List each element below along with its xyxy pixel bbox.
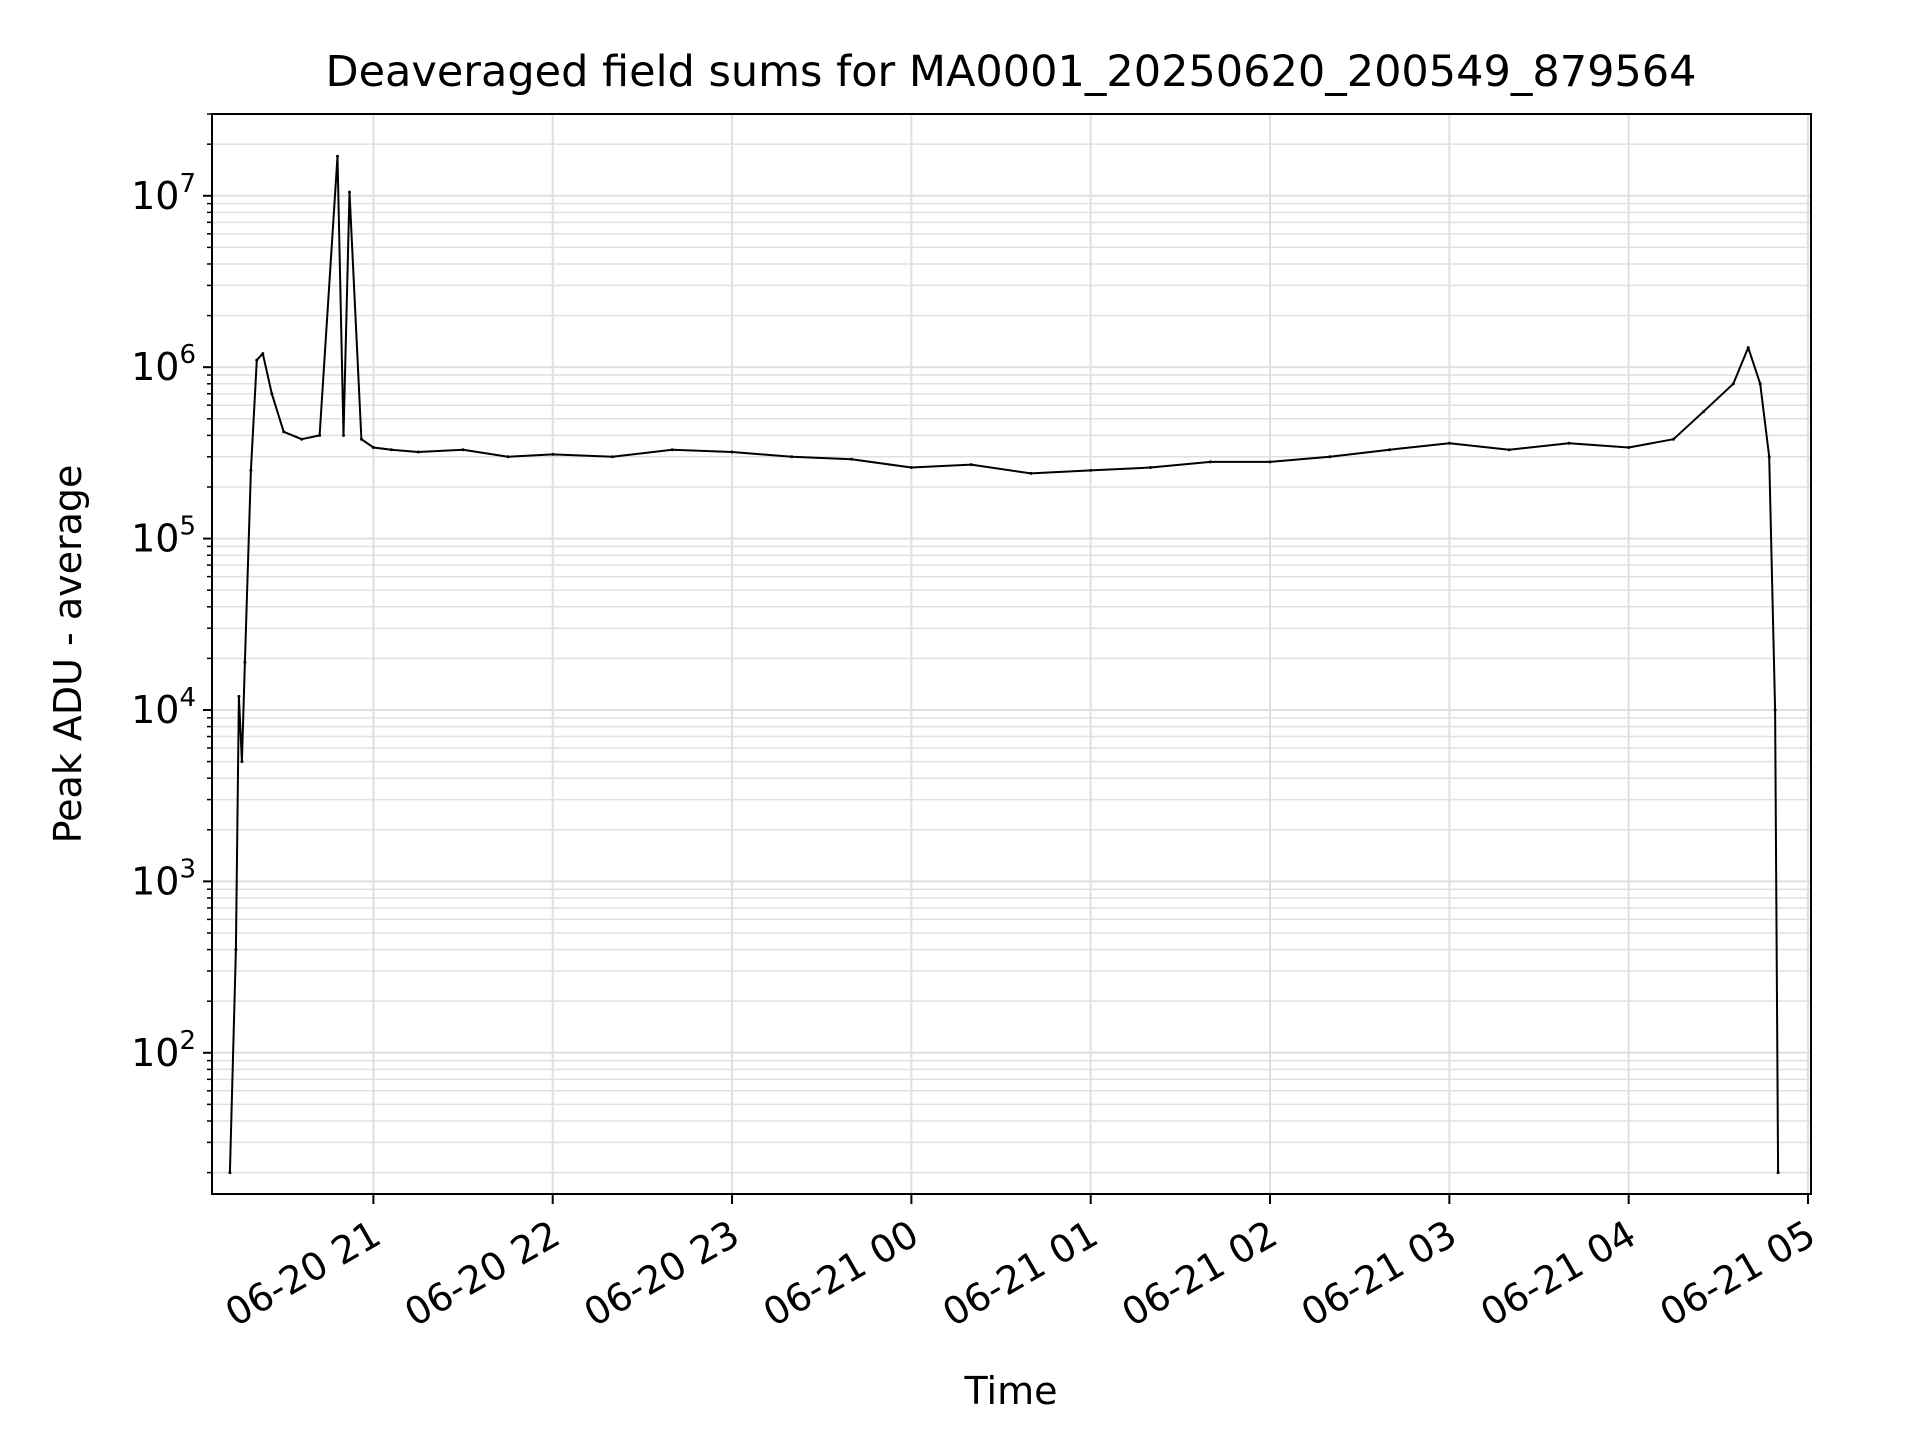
series-point: [261, 352, 265, 356]
series-point: [282, 430, 286, 434]
series-point: [318, 433, 322, 437]
series-point: [611, 455, 614, 459]
series-point: [270, 392, 274, 396]
series-point: [1767, 455, 1771, 459]
series-point: [342, 433, 345, 437]
y-tick-exponent: 6: [179, 340, 196, 370]
plot-frame: [211, 113, 1812, 1195]
series-point: [969, 463, 973, 467]
y-tick-base: 10: [131, 517, 179, 561]
series-point: [240, 760, 244, 764]
y-tick-exponent: 4: [179, 683, 196, 713]
y-tick-exponent: 5: [179, 512, 196, 542]
series-point: [1507, 448, 1511, 452]
chart-title: Deaveraged field sums for MA0001_2025062…: [325, 47, 1696, 97]
series-point: [1731, 382, 1735, 386]
series-point: [300, 437, 304, 441]
grid-lines: [212, 113, 1811, 1194]
series-point: [1758, 382, 1762, 386]
y-tick-label: 107: [131, 169, 196, 218]
series-point: [670, 448, 674, 452]
series-point: [234, 948, 238, 952]
series-point: [790, 455, 794, 459]
series-point: [1029, 471, 1033, 475]
series-point: [1672, 437, 1675, 441]
series-point: [359, 437, 363, 441]
series-point: [348, 190, 351, 194]
y-tick-base: 10: [131, 859, 179, 903]
y-tick-label: 106: [131, 340, 196, 389]
x-axis-label: Time: [964, 1369, 1058, 1413]
series-point: [243, 660, 247, 664]
series-point: [371, 446, 375, 449]
series-point: [1776, 1171, 1780, 1175]
series-point: [336, 154, 339, 158]
series-point: [237, 694, 241, 698]
series-point: [1268, 460, 1272, 464]
series-point: [1388, 448, 1392, 452]
y-tick-label: 102: [131, 1026, 196, 1075]
y-tick-base: 10: [131, 688, 179, 732]
series-line: [228, 155, 1780, 1173]
y-tick-label: 104: [131, 683, 196, 732]
series-point: [506, 455, 510, 459]
y-axis-label: Peak ADU - average: [46, 465, 90, 844]
y-tick-exponent: 2: [179, 1026, 196, 1056]
series-point: [1447, 441, 1451, 445]
series-point: [1149, 466, 1152, 469]
series-point: [1567, 441, 1571, 445]
series-point: [551, 452, 555, 456]
y-tick-base: 10: [131, 174, 179, 218]
series-point: [255, 358, 259, 362]
y-tick-base: 10: [131, 345, 179, 389]
series-layer: [228, 154, 1780, 1175]
series-point: [249, 468, 253, 472]
y-tick-label: 103: [131, 854, 196, 903]
y-tick-exponent: 7: [179, 169, 196, 199]
series-point: [909, 466, 913, 469]
series-point: [1328, 455, 1332, 459]
y-tick-exponent: 3: [179, 854, 196, 884]
series-point: [389, 448, 393, 452]
series-point: [1627, 446, 1631, 449]
series-point: [850, 457, 854, 461]
series-point: [1746, 346, 1750, 350]
y-tick-base: 10: [131, 1031, 179, 1075]
series-point: [730, 450, 734, 454]
series-point: [1089, 468, 1093, 472]
series-point: [1701, 410, 1705, 414]
series-point: [416, 450, 420, 454]
series-point: [228, 1171, 232, 1175]
series-point: [1773, 708, 1777, 712]
y-tick-label: 105: [131, 512, 196, 561]
series-point: [1208, 460, 1212, 464]
series-point: [461, 448, 465, 452]
